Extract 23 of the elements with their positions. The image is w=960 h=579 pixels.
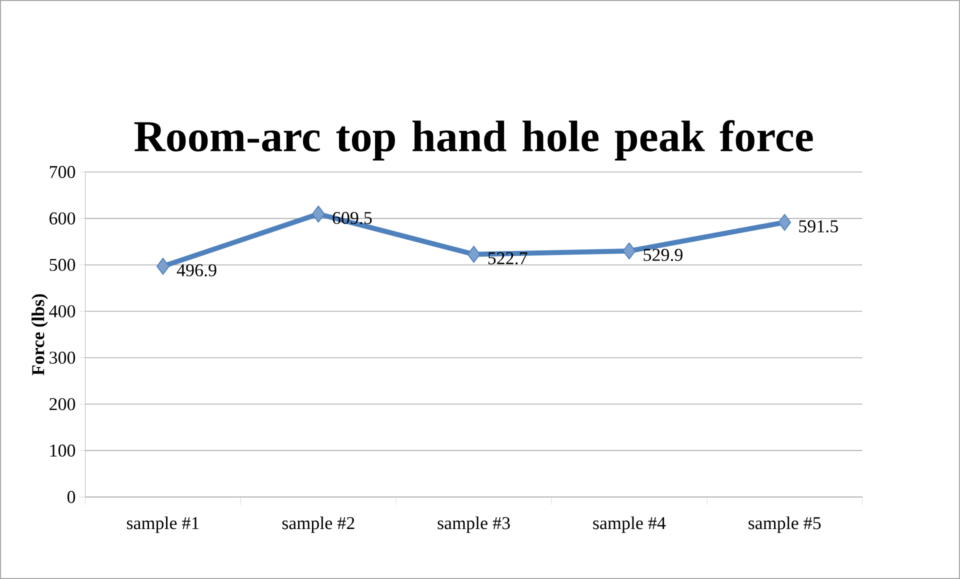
- point: [156, 258, 170, 275]
- y-tick-label: 400: [49, 305, 76, 318]
- y-tick-label: 100: [50, 444, 76, 457]
- x-tick-label: sample #2: [282, 516, 354, 533]
- y-tick-label: 600: [50, 212, 76, 224]
- y-tick-label: 700: [50, 166, 76, 178]
- chart-title: Room-arc top hand hole peak force: [134, 120, 813, 160]
- y-tick-label: 300: [50, 352, 76, 364]
- x-tick-label: sample #5: [748, 516, 821, 533]
- point: [467, 246, 480, 263]
- x-tick-label: sample #1: [127, 516, 199, 533]
- y-tick-label: 500: [50, 258, 76, 271]
- point: [622, 242, 636, 260]
- y-axis-title: Force (lbs): [32, 294, 48, 376]
- data-label: 529.9: [644, 248, 682, 262]
- data-label: 496.9: [176, 264, 216, 276]
- x-tick-label: sample #3: [438, 516, 510, 533]
- y-tick-label: 200: [50, 398, 76, 410]
- point: [778, 214, 792, 231]
- y-tick-label: 0: [67, 490, 76, 504]
- data-label: 591.5: [799, 220, 838, 232]
- x-tick-label: sample #4: [593, 516, 666, 533]
- point: [312, 206, 325, 223]
